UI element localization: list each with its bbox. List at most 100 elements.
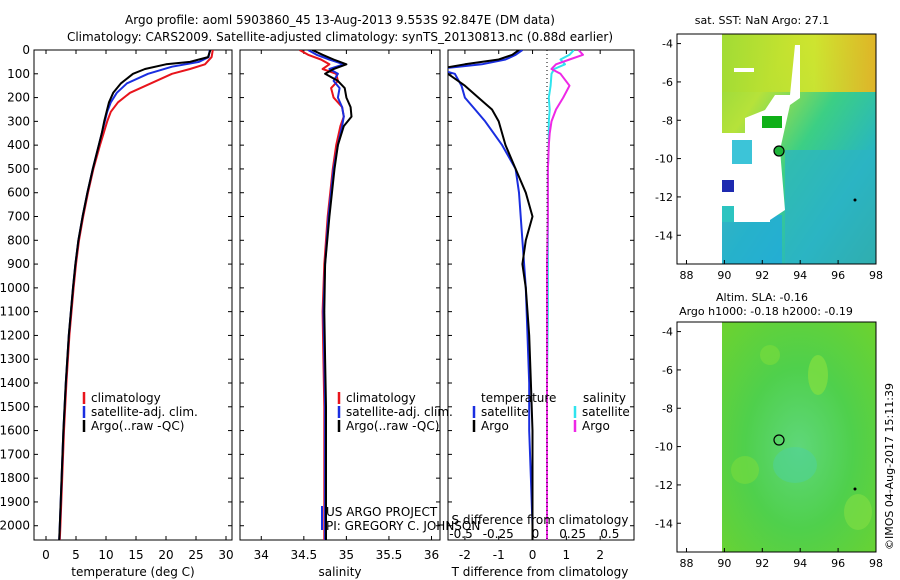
sst-cyan-cell	[722, 206, 734, 222]
temperature-xlabel: temperature (deg C)	[71, 565, 194, 579]
map-x-tick-label: 98	[869, 557, 883, 570]
map-x-tick-label: 94	[793, 269, 807, 282]
x-tick-label: -2	[459, 548, 471, 562]
secondary-marker	[853, 487, 857, 491]
argo-position-marker	[773, 434, 785, 446]
x-tick-label: 15	[128, 548, 143, 562]
map-x-tick-label: 92	[755, 557, 769, 570]
sst-cool-patch-sw	[722, 215, 782, 264]
sst-missing-strip	[734, 68, 754, 72]
x-tick-label: 30	[218, 548, 233, 562]
map-x-tick-label: 96	[831, 269, 845, 282]
map-x-tick-label: 92	[755, 269, 769, 282]
x-tick-label: 5	[72, 548, 80, 562]
series-climatology	[58, 50, 214, 540]
map-x-tick-label: 90	[717, 269, 731, 282]
series-climatology	[299, 50, 345, 540]
x-tick-label: 1	[563, 548, 571, 562]
y-tick-label: 1100	[0, 305, 30, 319]
difference-axes	[447, 49, 635, 541]
map-y-tick-label: -12	[655, 479, 673, 492]
legend-label-climatology: climatology	[91, 391, 161, 405]
series-satellite-adj-clim-	[58, 50, 211, 540]
map-x-tick-label: 88	[679, 269, 693, 282]
salinity-xlabel: salinity	[318, 565, 361, 579]
y-tick-label: 1000	[0, 281, 30, 295]
x-tick-label: 35.5	[376, 548, 403, 562]
x-tick-label: 36	[424, 548, 439, 562]
sla-high-blob	[808, 355, 828, 395]
s-tick-label: -0.5	[449, 527, 472, 541]
y-tick-label: 1600	[0, 424, 30, 438]
map-y-tick-label: -4	[662, 38, 673, 51]
map-y-tick-label: -14	[655, 229, 673, 242]
map-y-tick-label: -12	[655, 191, 673, 204]
legend-label-s-argo: Argo	[582, 419, 610, 433]
y-tick-label: 1400	[0, 376, 30, 390]
y-tick-label: 900	[7, 257, 30, 271]
y-tick-label: 1300	[0, 352, 30, 366]
map-y-tick-label: -4	[662, 326, 673, 339]
legend-label-satellite: satellite-adj. clim.	[91, 405, 198, 419]
map-y-tick-label: -6	[662, 364, 673, 377]
sla-map: 88 90 92 94 96 98 -4 -6 -8 -10 -12 -14	[655, 321, 883, 570]
legend-label-argo: Argo(..raw -QC)	[346, 419, 439, 433]
project-annotation: US ARGO PROJECT	[326, 505, 438, 519]
map-y-tick-label: -10	[655, 153, 673, 166]
y-tick-label: 2000	[0, 519, 30, 533]
series-t-argo	[448, 50, 534, 540]
s-tick-label: -0.25	[483, 527, 514, 541]
sla-high-blob-2	[760, 345, 780, 365]
x-tick-label: 35	[339, 548, 354, 562]
sst-map-title: sat. SST: NaN Argo: 27.1	[695, 14, 829, 27]
legend-label-satellite: satellite-adj. clim.	[346, 405, 453, 419]
difference-legend: temperature salinity satellite Argo sate…	[472, 391, 630, 433]
map-y-tick-label: -8	[662, 402, 673, 415]
legend-label-argo: Argo(..raw -QC)	[91, 419, 184, 433]
y-tick-label: 0	[22, 43, 30, 57]
sst-blue-cell	[732, 140, 752, 164]
map-y-tick-label: -10	[655, 441, 673, 454]
map-x-tick-label: 96	[831, 557, 845, 570]
sst-missing-region	[722, 45, 800, 222]
pi-annotation: PI: GREGORY C. JOHNSON	[326, 519, 480, 533]
x-tick-label: -1	[493, 548, 505, 562]
legend-label-t-argo: Argo	[481, 419, 509, 433]
s-tick-label: 0	[532, 527, 540, 541]
x-tick-label: 20	[158, 548, 173, 562]
legend-title-temperature: temperature	[481, 391, 556, 405]
y-tick-label: 500	[7, 162, 30, 176]
sst-map-frame	[676, 33, 877, 265]
y-tick-label: 400	[7, 138, 30, 152]
series-t-satellite	[448, 50, 534, 540]
map-x-tick-label: 98	[869, 269, 883, 282]
map-x-tick-label: 94	[793, 557, 807, 570]
series-argo	[58, 50, 212, 540]
sla-map-title: Altim. SLA: -0.16	[716, 291, 808, 304]
map-y-tick-label: -8	[662, 114, 673, 127]
secondary-marker	[853, 198, 857, 202]
legend-label-climatology: climatology	[346, 391, 416, 405]
footer-stamp: ©IMOS 04-Aug-2017 15:11:39	[883, 383, 896, 550]
sla-map-frame	[676, 321, 877, 553]
y-tick-label: 1500	[0, 400, 30, 414]
sla-high-blob-4	[844, 494, 872, 530]
series-argo	[311, 50, 353, 540]
x-tick-label: 10	[98, 548, 113, 562]
y-tick-label: 1900	[0, 495, 30, 509]
legend-label-s-satellite: satellite	[582, 405, 630, 419]
map-y-tick-label: -6	[662, 76, 673, 89]
x-tick-label: 0	[529, 548, 537, 562]
header-line1: Argo profile: aoml 5903860_45 13-Aug-201…	[125, 13, 555, 27]
sst-green-cell	[762, 116, 782, 128]
x-tick-label: 0	[42, 548, 50, 562]
sla-low-blob	[773, 447, 817, 483]
series-s-argo	[546, 50, 584, 540]
y-tick-label: 600	[7, 186, 30, 200]
y-tick-label: 1800	[0, 471, 30, 485]
x-tick-label: 34	[254, 548, 269, 562]
legend-label-t-satellite: satellite	[481, 405, 529, 419]
y-tick-label: 1200	[0, 328, 30, 342]
s-tick-label: 0.5	[600, 527, 619, 541]
salinity-axes	[239, 49, 441, 541]
